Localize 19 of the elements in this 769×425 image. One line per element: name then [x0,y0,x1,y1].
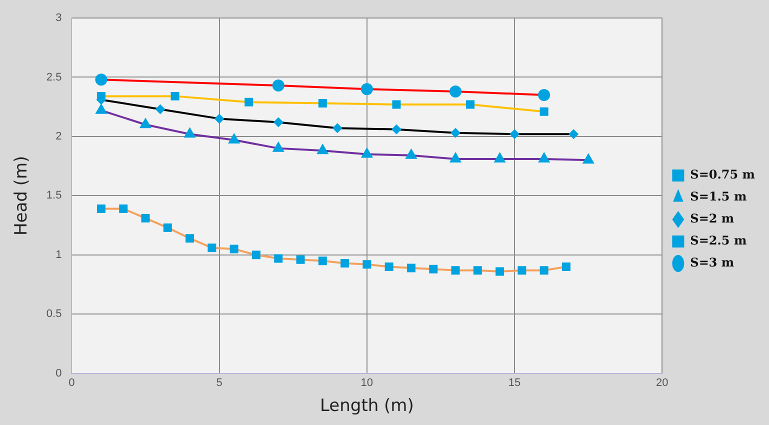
y-tick-label: 2.5 [46,71,62,84]
x-tick-label: 0 [68,377,75,390]
x-axis-title: Length (m) [320,396,414,416]
x-tick-label: 20 [656,377,668,390]
x-tick-label: 5 [216,377,222,390]
legend-label: S=1.5 m [690,190,747,204]
y-tick-label: 0 [56,367,62,380]
y-tick-label: 3 [56,12,62,24]
y-tick-label: 0.5 [46,308,62,320]
y-axis-title: Head (m) [12,156,32,236]
x-tick-label: 15 [508,377,521,390]
legend-label: S=2.5 m [690,234,747,248]
y-tick-label: 1.5 [46,190,62,202]
legend-label: S=3 m [690,256,734,270]
y-tick-label: 1 [56,248,62,261]
y-tick-label: 2 [56,130,62,142]
legend-label: S=2 m [690,212,734,226]
x-tick-label: 10 [360,377,374,390]
legend-label: S=0.75 m [690,168,756,182]
